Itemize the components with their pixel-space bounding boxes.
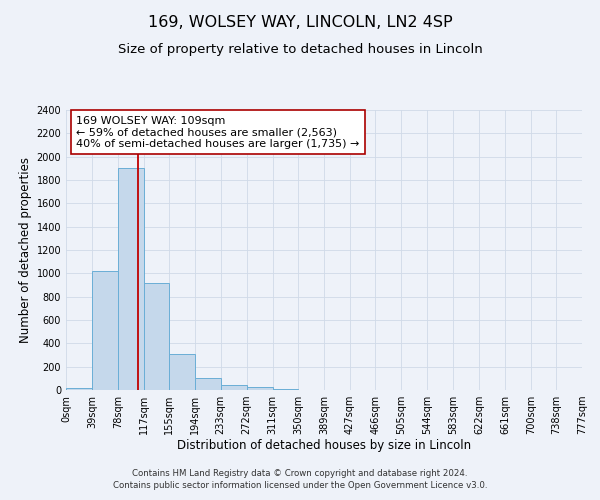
Bar [118, 168, 143, 390]
Bar [92, 271, 118, 390]
Bar [143, 282, 169, 390]
Text: Contains public sector information licensed under the Open Government Licence v3: Contains public sector information licen… [113, 481, 487, 490]
Bar [169, 354, 195, 390]
Y-axis label: Number of detached properties: Number of detached properties [19, 157, 32, 343]
Bar [221, 385, 247, 390]
Text: 169 WOLSEY WAY: 109sqm
← 59% of detached houses are smaller (2,563)
40% of semi-: 169 WOLSEY WAY: 109sqm ← 59% of detached… [76, 116, 359, 149]
Bar [247, 387, 272, 390]
Text: 169, WOLSEY WAY, LINCOLN, LN2 4SP: 169, WOLSEY WAY, LINCOLN, LN2 4SP [148, 15, 452, 30]
Bar [66, 388, 92, 390]
Text: Contains HM Land Registry data © Crown copyright and database right 2024.: Contains HM Land Registry data © Crown c… [132, 468, 468, 477]
Bar [195, 378, 221, 390]
Text: Size of property relative to detached houses in Lincoln: Size of property relative to detached ho… [118, 42, 482, 56]
Bar [272, 389, 298, 390]
X-axis label: Distribution of detached houses by size in Lincoln: Distribution of detached houses by size … [177, 438, 471, 452]
